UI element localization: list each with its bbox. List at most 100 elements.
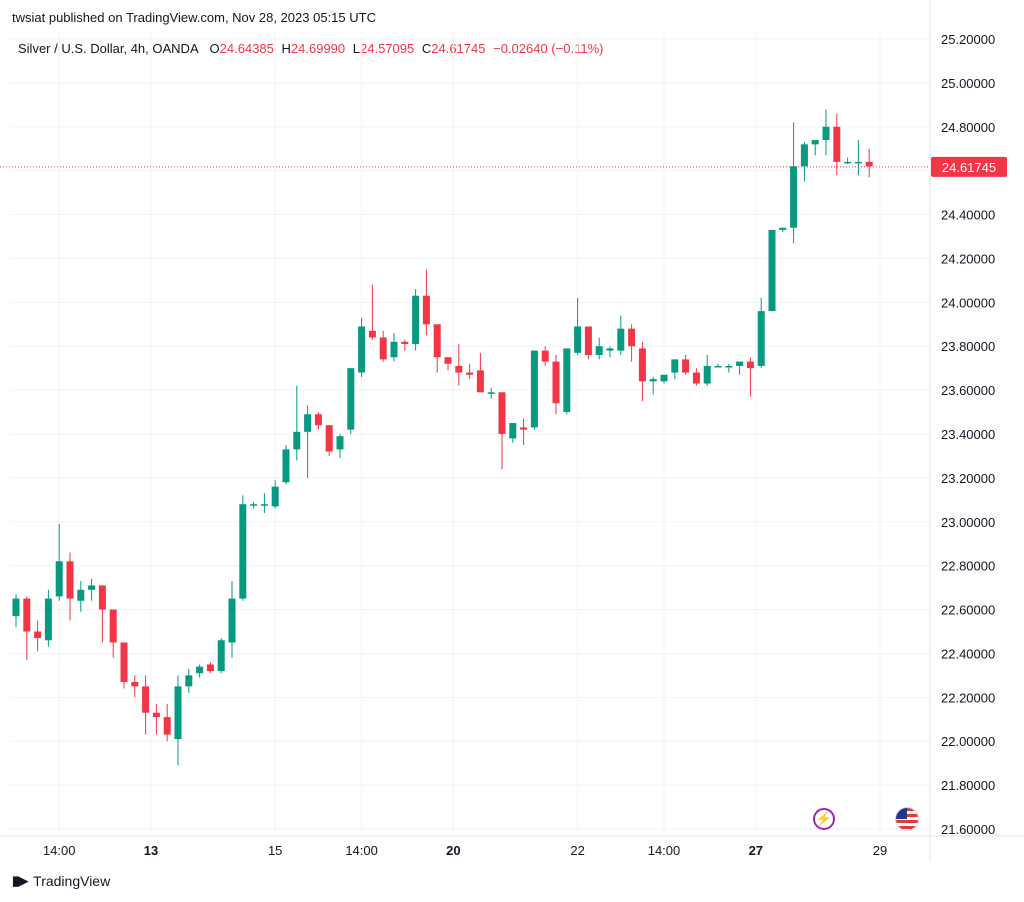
candle-body <box>304 414 312 432</box>
candle-body <box>120 642 128 682</box>
candle-body <box>682 359 690 373</box>
x-tick-label: 29 <box>873 843 887 858</box>
x-tick-label: 27 <box>749 843 763 858</box>
candle-body <box>552 361 560 404</box>
candle-body <box>44 598 52 641</box>
candle-body <box>854 161 862 164</box>
candle-body <box>498 392 506 434</box>
candle-body <box>779 227 787 230</box>
candle-body <box>649 379 657 382</box>
low-value: 24.57095 <box>360 41 415 56</box>
close-value: 24.61745 <box>431 41 486 56</box>
candle-body <box>476 370 484 393</box>
footer: ▮▶ TradingView <box>12 873 110 889</box>
candle-body <box>271 486 279 507</box>
candle-body <box>98 585 106 610</box>
candle-body <box>822 126 830 140</box>
candle-body <box>811 139 819 145</box>
candle-body <box>487 392 495 394</box>
candle-body <box>358 326 366 373</box>
candle-body <box>865 161 873 167</box>
candle-body <box>336 436 344 450</box>
candle-body <box>833 126 841 162</box>
candle-body <box>401 341 409 345</box>
candle-body <box>595 346 603 355</box>
candle-body <box>260 504 268 506</box>
candle-body <box>790 166 798 228</box>
candle-body <box>422 295 430 325</box>
candle-body <box>800 144 808 167</box>
us-flag-icon[interactable] <box>895 807 919 831</box>
candle-body <box>584 326 592 355</box>
candle-body <box>88 585 96 590</box>
candle-body <box>185 675 193 687</box>
open-value: 24.64385 <box>219 41 274 56</box>
candle-body <box>347 368 355 430</box>
y-tick-label: 21.60000 <box>941 822 995 837</box>
candle-body <box>55 561 63 597</box>
candle-body <box>617 328 625 351</box>
x-tick-label: 14:00 <box>345 843 378 858</box>
y-tick-label: 22.20000 <box>941 690 995 705</box>
y-tick-label: 22.80000 <box>941 559 995 574</box>
low-label: L <box>352 41 360 56</box>
candle-body <box>541 350 549 362</box>
candle-body <box>163 717 171 735</box>
candle-body <box>736 361 744 366</box>
x-tick-label: 14:00 <box>43 843 76 858</box>
candle-body <box>466 372 474 375</box>
ohlc-legend: Silver / U.S. Dollar, 4h, OANDA O24.6438… <box>18 41 603 56</box>
candle-body <box>692 372 700 384</box>
y-tick-label: 24.00000 <box>941 295 995 310</box>
candle-body <box>250 504 258 506</box>
candle-body <box>368 330 376 338</box>
high-value: 24.69990 <box>290 41 346 56</box>
candle-body <box>152 712 160 718</box>
candle-body <box>142 686 150 713</box>
lightning-icon[interactable]: ⚡ <box>813 808 835 830</box>
candle-body <box>77 589 85 601</box>
candle-body <box>714 365 722 368</box>
y-tick-label: 23.00000 <box>941 515 995 530</box>
candle-body <box>433 324 441 358</box>
y-tick-label: 24.40000 <box>941 208 995 223</box>
candle-body <box>757 311 765 366</box>
tradingview-logo-icon: ▮▶ <box>12 873 28 888</box>
y-tick-label: 22.40000 <box>941 646 995 661</box>
candle-body <box>12 598 20 617</box>
candle-body <box>217 640 225 671</box>
y-tick-label: 22.00000 <box>941 734 995 749</box>
candle-body <box>444 357 452 364</box>
brand-name: TradingView <box>33 873 111 889</box>
candle-body <box>34 631 42 639</box>
last-price-tag <box>931 156 1007 177</box>
candle-body <box>844 161 852 164</box>
candle-body <box>239 504 247 599</box>
candle-body <box>574 326 582 353</box>
candle-body <box>671 359 679 373</box>
candle-body <box>293 431 301 450</box>
candle-body <box>206 664 214 671</box>
publisher-line: twsiat published on TradingView.com, Nov… <box>12 10 376 25</box>
y-tick-label: 23.20000 <box>941 471 995 486</box>
y-tick-label: 23.40000 <box>941 427 995 442</box>
x-tick-label: 15 <box>268 843 282 858</box>
candle-body <box>325 425 333 452</box>
candle-body <box>746 361 754 369</box>
x-tick-label: 13 <box>144 843 158 858</box>
change-value: −0.02640 (−0.11%) <box>493 41 604 56</box>
candle-body <box>768 229 776 312</box>
open-label: O <box>209 41 220 56</box>
x-tick-label: 14:00 <box>648 843 681 858</box>
candle-body <box>282 449 290 483</box>
candle-body <box>455 365 463 373</box>
y-tick-label: 25.20000 <box>941 32 995 47</box>
candle-body <box>520 427 528 430</box>
candle-body <box>509 423 517 439</box>
candle-body <box>628 328 636 347</box>
close-label: C <box>421 41 432 56</box>
symbol-label[interactable]: Silver / U.S. Dollar, 4h, OANDA <box>18 41 198 56</box>
candle-body <box>390 341 398 358</box>
y-tick-label: 24.80000 <box>941 120 995 135</box>
